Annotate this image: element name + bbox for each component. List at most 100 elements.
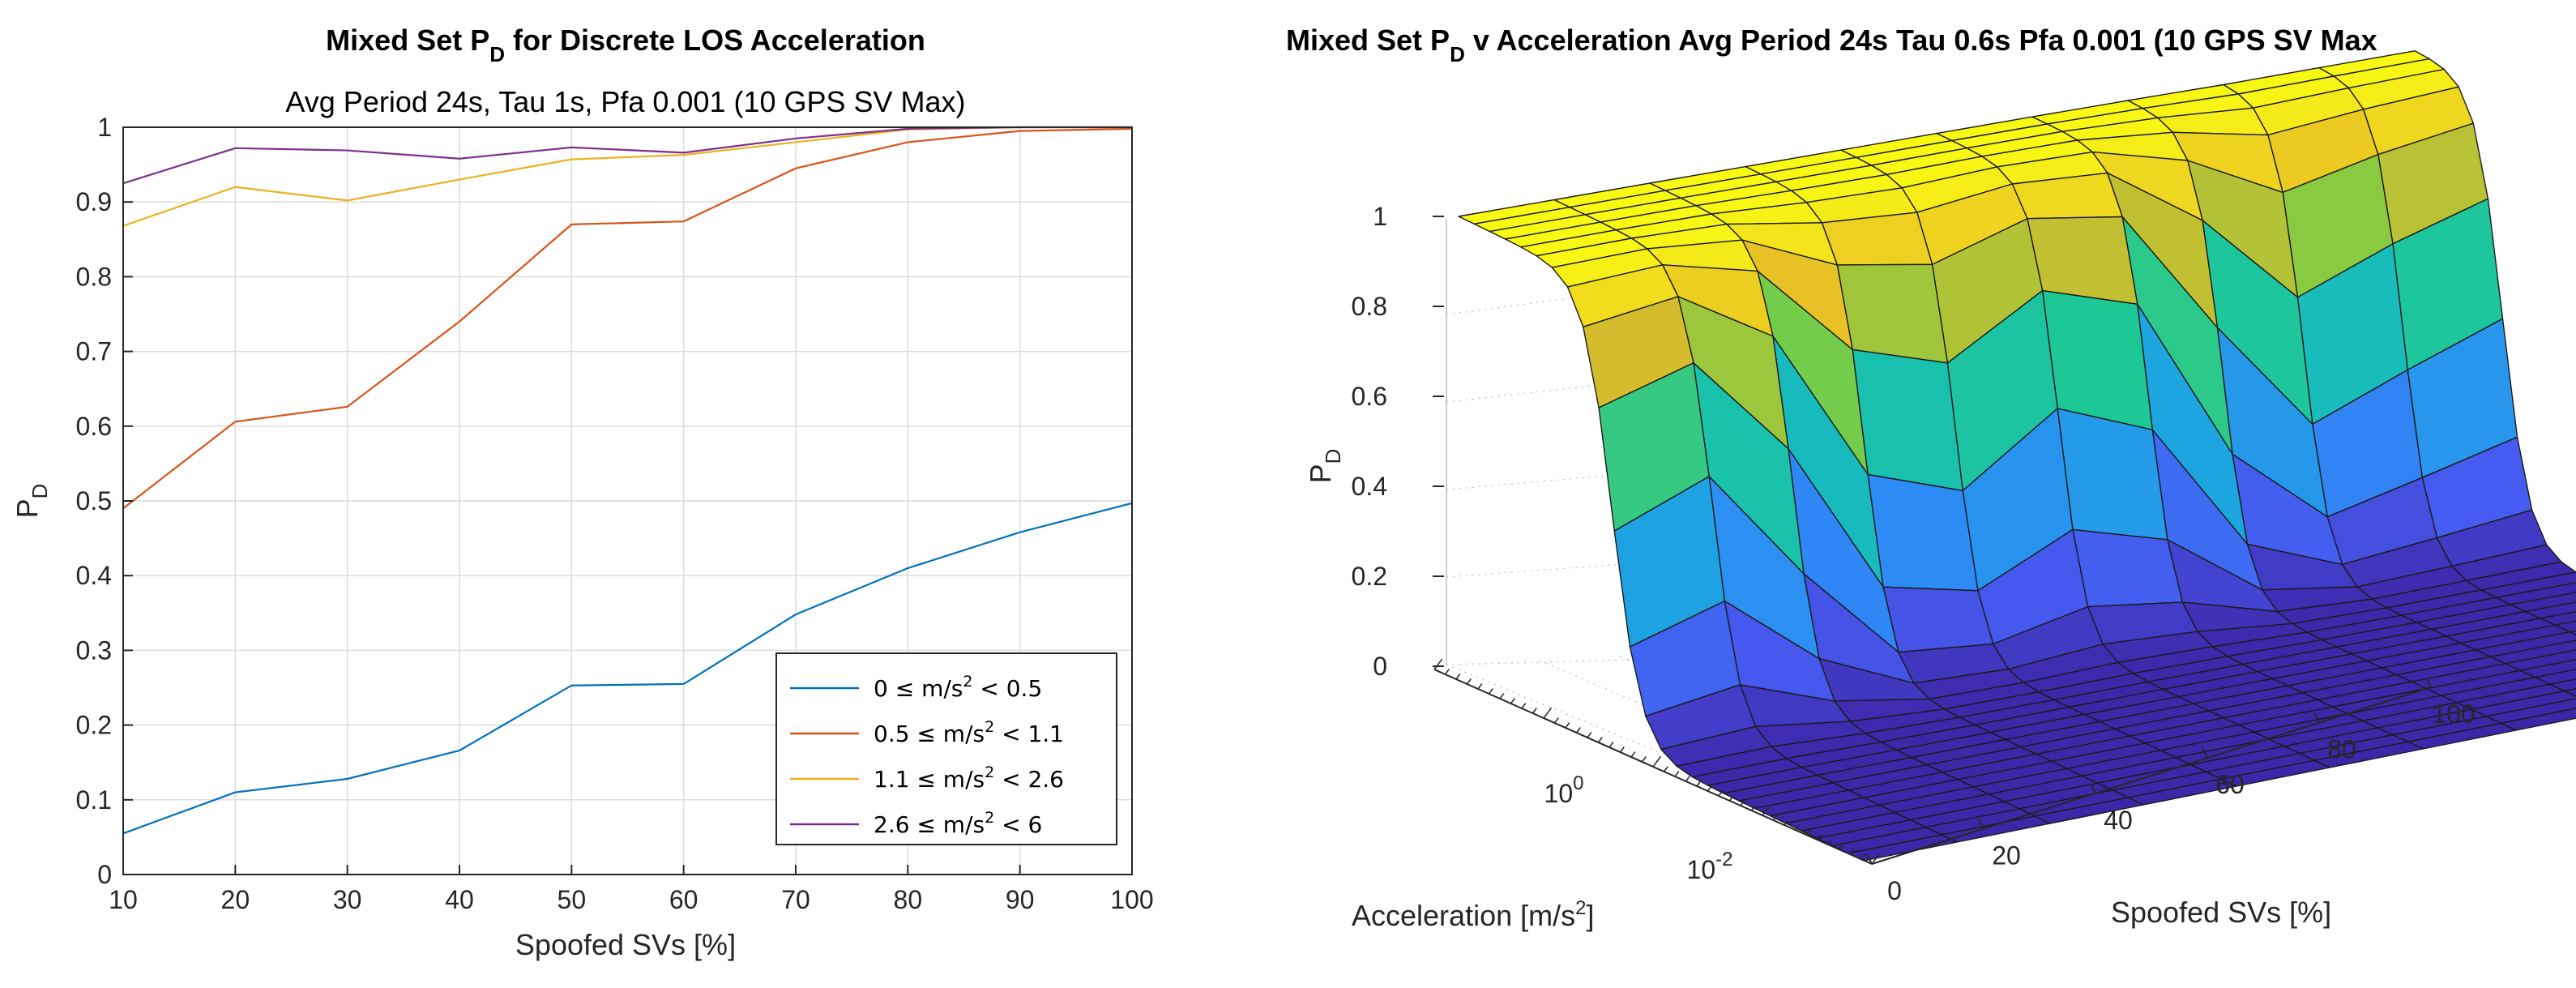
acc-tick [1543,707,1553,719]
spoofed-axis-line [1871,686,2432,865]
surface-face [1882,586,1994,653]
y-tick-label: 1 [97,113,112,142]
y-tick-label: 0 [97,860,112,889]
y-tick-label: 0.5 [76,486,112,515]
x-tick-label: 0 [1887,876,1902,905]
acc-tick [1663,766,1668,772]
z-tick-label: 1 [1373,202,1387,231]
x-tick-label: 50 [557,885,587,914]
z-tick-label: 0.4 [1352,472,1387,501]
legend-label-3: 1.1 ≤ m/s2 < 2.6 [874,763,1064,793]
acc-tick [1740,800,1745,806]
acc-tick [1553,717,1559,724]
acc-tick [1794,824,1800,831]
acc-tick [1871,853,1881,865]
x-tick-label: 20 [1992,840,2021,870]
chart1-legend: 0 ≤ m/s2 < 0.5 0.5 ≤ m/s2 < 1.1 1.1 ≤ m/s2… [775,652,1117,845]
chart2-zlabel: PD [1304,449,1345,484]
y-tick-label: 0.8 [76,262,112,291]
chart1-xlabel: Spoofed SVs [%] [515,928,736,961]
y-tick-label: 0.6 [76,412,112,441]
surface-face [1836,263,1949,364]
acc-tick [1860,853,1865,860]
y-tick-label: 0.2 [76,711,112,740]
series-line-2 [122,127,1133,510]
acc-tick [1674,771,1680,777]
acc-tick [1630,751,1636,758]
chart1-ticks: 10 20 30 40 50 60 70 80 90 100 0 0.1 0.2 0.3 0.4 0.5 0.6… [76,113,1154,914]
acc-tick [1772,815,1778,821]
acc-tick [1784,819,1789,826]
acc-tick [1838,844,1843,850]
series-line-1 [122,502,1133,835]
surface-chart: Mixed Set PD v Acceleration Avg Period 2… [1286,24,2576,932]
x-tick-label: 70 [781,885,810,914]
x-tick-label: 60 [2215,770,2245,799]
acc-tick [1707,785,1712,792]
acc-tick [1444,669,1450,675]
z-tick-label: 0.2 [1352,562,1387,591]
surface-face [1867,473,1979,592]
surface-face [2072,528,2184,608]
surface-face [1852,349,1963,492]
x-tick [2425,677,2432,688]
acc-tick [1587,732,1592,738]
acc-tick [1565,722,1570,729]
chart1-title: Mixed Set PD for Discrete LOS Accelerati… [326,24,925,66]
acc-tick [1455,674,1461,680]
x-tick [1978,818,1984,829]
acc-tick [1510,698,1515,704]
y-tick-label: 0.4 [76,561,112,590]
acc-tick [1608,742,1614,748]
chart2-xlabel: Spoofed SVs [%] [2111,896,2331,929]
surface-mesh [1458,50,2576,862]
acc-tick [1466,678,1472,685]
acc-tick [1652,755,1662,768]
x-tick [2313,712,2320,724]
x-tick-label: 40 [2104,806,2133,835]
acc-tick [1521,703,1527,709]
acc-tick [1532,708,1537,714]
y-tick-label: 0.1 [76,785,112,815]
x-tick-label: 40 [445,885,474,914]
x-tick [2090,783,2096,794]
x-tick [1866,853,1873,865]
acc-tick [1728,795,1734,802]
z-tick-label: 0 [1373,652,1387,681]
acc-tick [1750,805,1756,811]
x-tick-label: 30 [333,885,362,914]
acc-tick [1488,688,1493,695]
chart2-title: Mixed Set PD v Acceleration Avg Period 2… [1286,24,2377,66]
acc-tick [1849,849,1855,855]
z-tick-label: 0.6 [1352,382,1387,411]
acc-tick [1762,804,1771,816]
legend-label-1: 0 ≤ m/s2 < 0.5 [874,673,1042,702]
chart1-ylabel: PD [11,484,52,519]
spoofed-axis-ticks: 0 20 40 60 80 100 [1866,677,2476,905]
z-tick-label: 0.8 [1352,292,1387,321]
line-chart: Mixed Set PD for Discrete LOS Accelerati… [11,24,1154,961]
acc-tick [1718,790,1724,797]
acc-tick [1641,756,1647,763]
acc-tick [1805,829,1811,836]
acc-tick-label: 10-2 [1687,849,1733,884]
x-tick-label: 60 [669,885,698,914]
acc-tick [1816,834,1822,840]
y-tick-label: 0.3 [76,635,112,665]
acc-tick [1575,727,1581,734]
legend-label-4: 2.6 ≤ m/s2 < 6 [874,809,1042,838]
chart1-subtitle: Avg Period 24s, Tau 1s, Pfa 0.001 (10 GP… [285,85,965,118]
chart2-ylabel: Acceleration [m/s2] [1352,897,1594,932]
acc-tick [1477,683,1483,690]
acc-tick [1597,737,1603,743]
acc-tick [1499,693,1505,699]
x-tick-label: 100 [1110,885,1153,914]
y-tick-label: 0.9 [76,187,112,216]
acc-tick [1433,658,1443,670]
x-tick-label: 80 [894,885,923,914]
y-tick-label: 0.7 [76,337,112,366]
acc-tick [1827,839,1833,845]
x-tick-label: 90 [1006,885,1035,914]
acceleration-axis-ticks [1433,658,1881,865]
x-tick-label: 80 [2327,735,2356,764]
